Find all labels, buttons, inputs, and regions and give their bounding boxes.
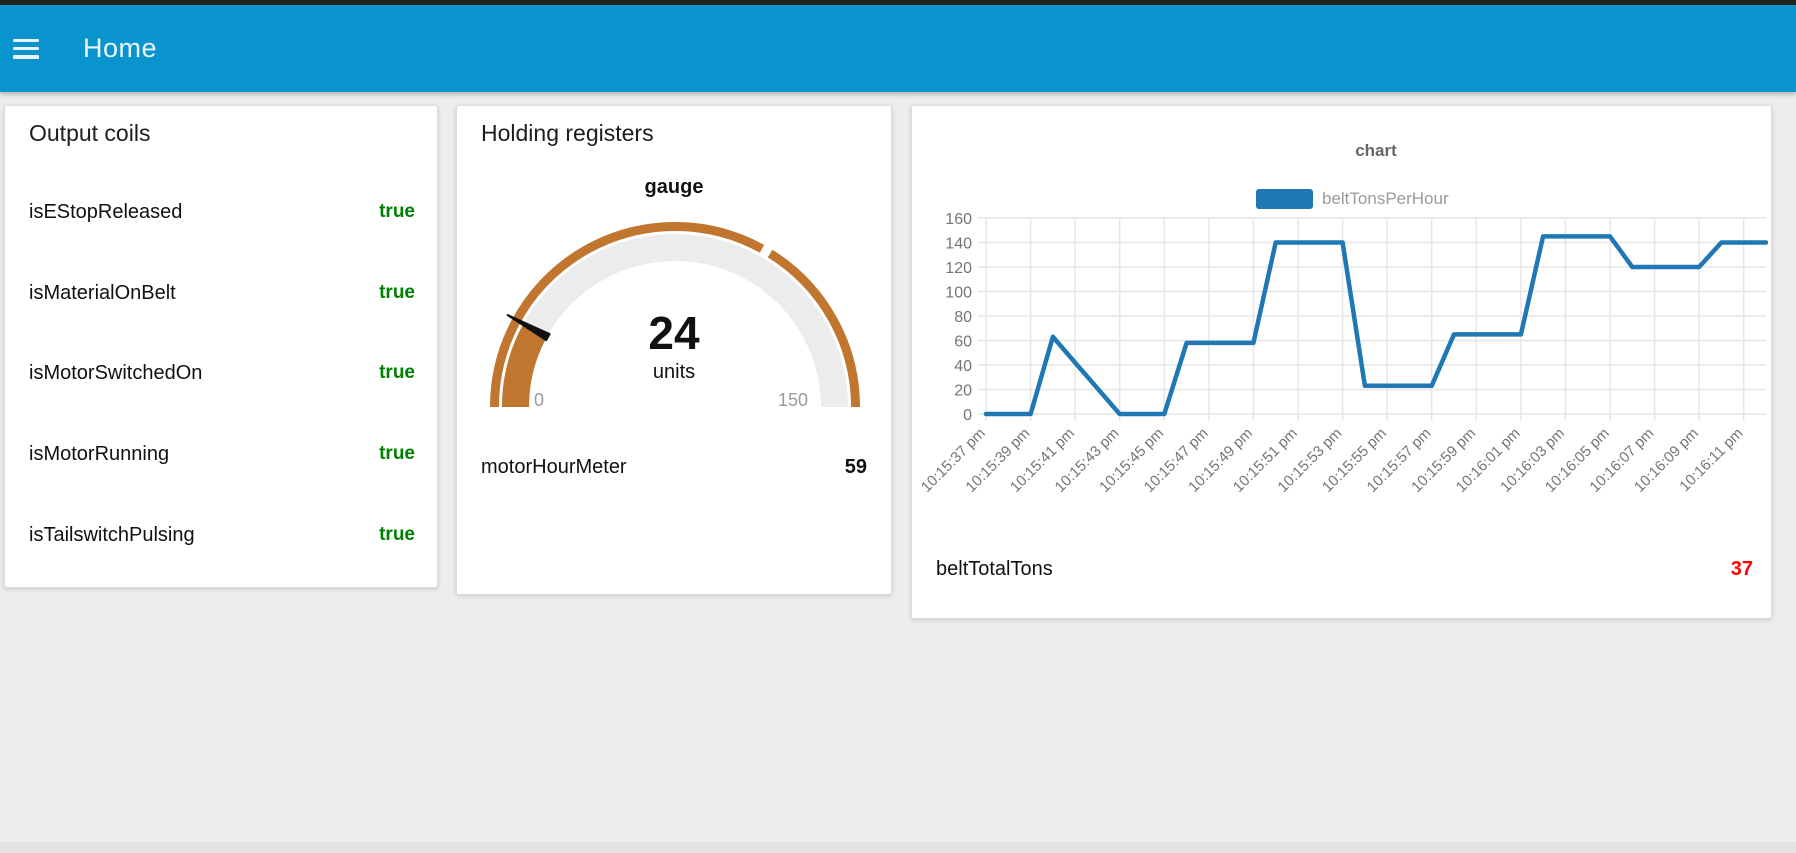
svg-text:160: 160 <box>945 211 972 228</box>
svg-text:20: 20 <box>954 383 972 400</box>
gauge-dial: 0 150 <box>490 221 860 410</box>
output-coils-card: Output coils isEStopReleased true isMate… <box>4 105 438 588</box>
app-header: Home <box>0 5 1796 92</box>
svg-text:40: 40 <box>954 358 972 375</box>
gauge-units-label: units <box>652 361 696 383</box>
legend-swatch-icon <box>1256 189 1313 209</box>
coil-label: isMaterialOnBelt <box>29 281 176 304</box>
gauge-min-label: 0 <box>534 390 544 410</box>
gauge-outer-arc <box>490 221 765 408</box>
legend-label: beltTonsPerHour <box>1322 189 1449 208</box>
coil-label: isEStopReleased <box>29 200 183 223</box>
coil-row: isTailswitchPulsing true <box>29 522 415 548</box>
output-coils-title: Output coils <box>29 120 151 146</box>
motor-hour-meter-value: 59 <box>844 455 867 478</box>
coil-label: isTailswitchPulsing <box>29 523 195 546</box>
coil-value: true <box>379 362 415 383</box>
chart-card: chart beltTonsPerHour 0 20 40 60 80 100 120 140… <box>911 105 1772 619</box>
gauge-value: 24 <box>648 307 700 359</box>
belt-total-tons-label: beltTotalTons <box>936 557 1053 580</box>
svg-text:0: 0 <box>963 407 972 424</box>
belt-total-tons-value: 37 <box>1730 557 1753 580</box>
gauge-max-label: 150 <box>778 390 808 410</box>
coil-row: isMotorSwitchedOn true <box>29 360 415 386</box>
holding-registers-card: Holding registers gauge 0 150 24 units m… <box>456 105 892 595</box>
coil-value: true <box>379 524 415 545</box>
motor-hour-meter-row: motorHourMeter 59 <box>481 454 867 480</box>
coil-row: isMotorRunning true <box>29 441 415 467</box>
gauge-outer-arc <box>767 249 860 408</box>
coil-value: true <box>379 282 415 303</box>
coil-row: isMaterialOnBelt true <box>29 280 415 306</box>
coil-row: isEStopReleased true <box>29 199 415 225</box>
svg-text:100: 100 <box>945 285 972 302</box>
svg-text:60: 60 <box>954 334 972 351</box>
horizontal-scrollbar[interactable] <box>0 842 1796 853</box>
holding-registers-title: Holding registers <box>481 120 654 146</box>
page-title: Home <box>83 33 158 63</box>
chart-title: chart <box>1355 141 1397 160</box>
hamburger-menu-icon[interactable] <box>13 38 39 59</box>
coil-label: isMotorRunning <box>29 442 170 465</box>
gauge-needle-icon <box>506 314 551 342</box>
window-top-edge <box>0 0 1796 5</box>
svg-text:80: 80 <box>954 309 972 326</box>
chart-legend: beltTonsPerHour <box>1256 189 1449 209</box>
svg-text:140: 140 <box>945 236 972 253</box>
coil-value: true <box>379 201 415 222</box>
motor-hour-meter-label: motorHourMeter <box>481 455 627 478</box>
gauge-title: gauge <box>644 176 704 198</box>
coil-label: isMotorSwitchedOn <box>29 361 203 384</box>
svg-text:120: 120 <box>945 260 972 277</box>
gauge-fill <box>502 323 548 408</box>
coil-value: true <box>379 443 415 464</box>
belt-total-tons-row: beltTotalTons 37 <box>936 556 1753 582</box>
